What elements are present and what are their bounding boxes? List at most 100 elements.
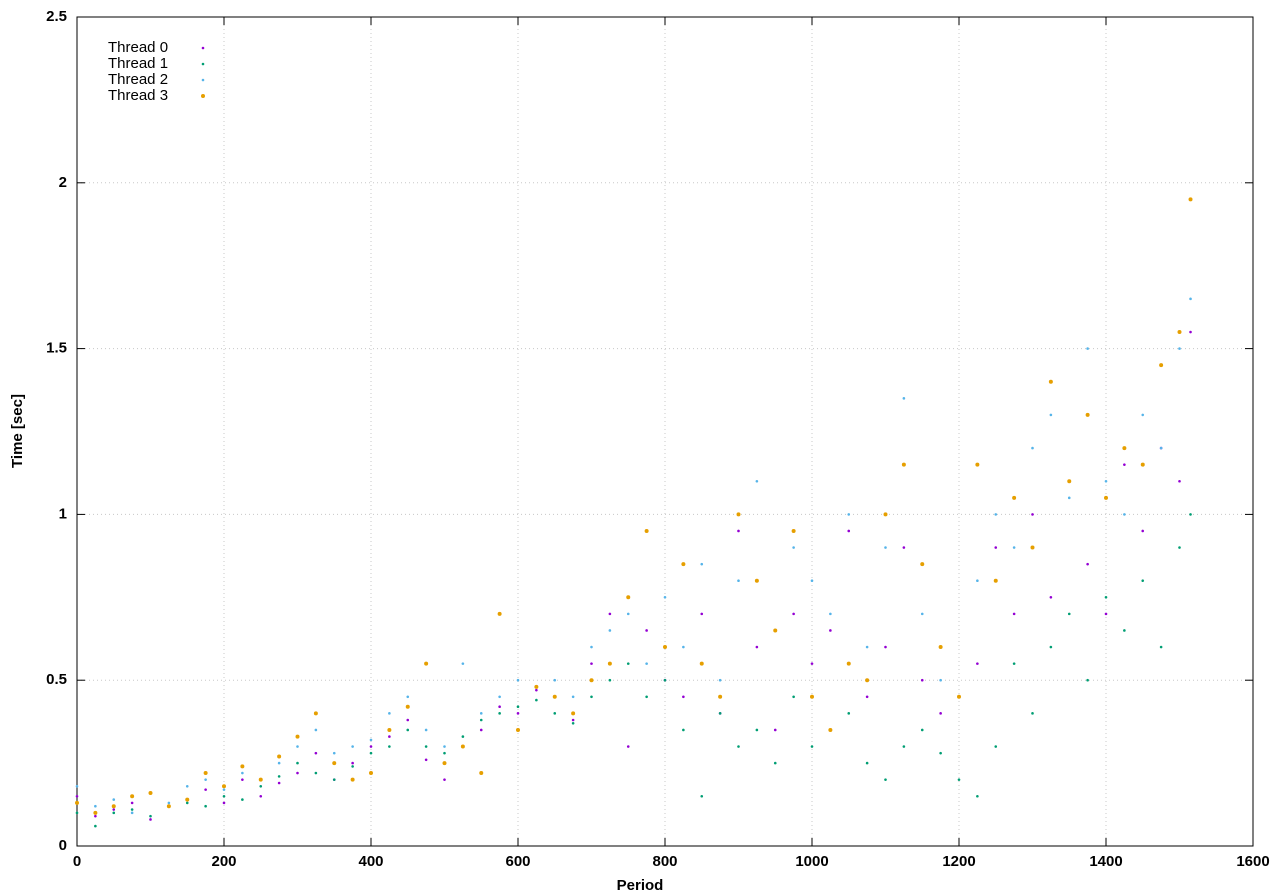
point bbox=[846, 661, 851, 666]
point bbox=[901, 462, 906, 467]
point bbox=[994, 546, 998, 549]
point bbox=[369, 771, 373, 776]
point bbox=[792, 546, 795, 549]
x-tick-label: 800 bbox=[652, 853, 677, 870]
point bbox=[406, 695, 410, 699]
point bbox=[682, 728, 685, 732]
point bbox=[479, 771, 484, 776]
point bbox=[442, 761, 447, 766]
point bbox=[388, 735, 391, 738]
point bbox=[829, 612, 832, 616]
point bbox=[1012, 662, 1016, 665]
y-tick-label: 2 bbox=[59, 174, 67, 191]
point bbox=[829, 629, 832, 632]
point bbox=[75, 800, 79, 805]
point bbox=[589, 678, 594, 683]
point bbox=[626, 595, 631, 600]
point bbox=[498, 705, 501, 709]
x-tick-label: 0 bbox=[73, 853, 81, 870]
point bbox=[240, 764, 245, 769]
point bbox=[920, 612, 924, 616]
point bbox=[1178, 479, 1181, 483]
point bbox=[1122, 446, 1127, 451]
point bbox=[773, 761, 777, 765]
point bbox=[700, 562, 704, 566]
x-tick-label: 600 bbox=[505, 853, 530, 870]
point bbox=[443, 745, 446, 748]
point bbox=[810, 745, 814, 748]
point bbox=[111, 804, 116, 809]
point bbox=[516, 705, 520, 709]
point bbox=[314, 771, 318, 775]
point bbox=[130, 808, 134, 811]
legend-label: Thread 1 bbox=[108, 55, 168, 72]
point bbox=[369, 751, 373, 755]
point bbox=[1159, 446, 1163, 450]
legend-marker bbox=[201, 46, 205, 50]
y-tick-label: 1.5 bbox=[46, 340, 67, 357]
point bbox=[332, 751, 336, 755]
point bbox=[994, 745, 998, 748]
point bbox=[222, 788, 226, 791]
point bbox=[883, 512, 888, 517]
point bbox=[718, 678, 722, 682]
point bbox=[571, 711, 576, 716]
point bbox=[1104, 596, 1108, 599]
point bbox=[204, 804, 207, 808]
point bbox=[1049, 596, 1053, 599]
point bbox=[682, 695, 685, 699]
point bbox=[607, 661, 612, 666]
point bbox=[975, 462, 980, 467]
point bbox=[810, 694, 814, 699]
point bbox=[938, 645, 943, 650]
point bbox=[902, 546, 906, 549]
point bbox=[241, 798, 244, 801]
point bbox=[497, 611, 502, 616]
legend-marker bbox=[201, 78, 205, 82]
point bbox=[277, 754, 282, 759]
point bbox=[204, 778, 207, 781]
point bbox=[626, 612, 630, 616]
point bbox=[994, 513, 998, 516]
point bbox=[773, 728, 777, 732]
point bbox=[993, 578, 998, 583]
point bbox=[75, 811, 79, 815]
point bbox=[461, 662, 465, 665]
point bbox=[166, 804, 171, 809]
point bbox=[222, 784, 226, 789]
point bbox=[1159, 363, 1164, 368]
point bbox=[1067, 612, 1071, 616]
point bbox=[94, 804, 97, 808]
point bbox=[755, 728, 759, 732]
point bbox=[608, 612, 612, 616]
point bbox=[1049, 413, 1053, 417]
point bbox=[535, 698, 538, 702]
point bbox=[590, 695, 593, 699]
point bbox=[847, 529, 851, 533]
point bbox=[241, 778, 244, 781]
point bbox=[957, 778, 961, 781]
point bbox=[313, 711, 318, 716]
y-tick-label: 1 bbox=[59, 505, 67, 522]
point bbox=[332, 761, 337, 766]
point bbox=[737, 745, 740, 748]
point bbox=[1123, 513, 1126, 516]
point bbox=[167, 801, 171, 805]
point bbox=[1012, 612, 1016, 616]
point bbox=[332, 778, 336, 781]
point bbox=[792, 612, 795, 616]
point bbox=[884, 778, 887, 781]
point bbox=[810, 662, 814, 665]
point bbox=[1141, 413, 1145, 417]
legend-label: Thread 0 bbox=[108, 39, 168, 56]
point bbox=[93, 810, 98, 815]
point bbox=[663, 678, 667, 682]
point bbox=[1031, 446, 1034, 450]
point bbox=[314, 751, 318, 755]
point bbox=[424, 745, 428, 748]
point bbox=[737, 529, 740, 533]
point bbox=[976, 794, 979, 798]
point bbox=[755, 479, 759, 483]
point bbox=[590, 645, 593, 649]
point bbox=[571, 722, 575, 725]
